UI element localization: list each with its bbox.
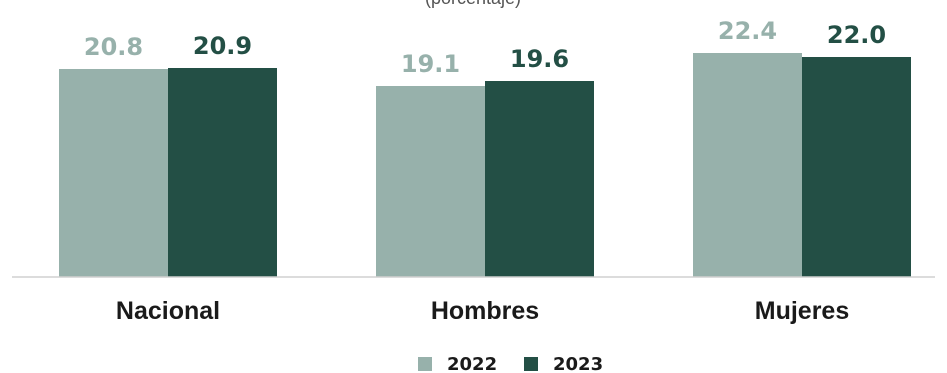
legend-label-2022: 2022: [447, 354, 497, 373]
bar-nacional-2023: [168, 68, 277, 277]
bar-hombres-2022: [376, 86, 485, 277]
category-label-nacional: Nacional: [116, 297, 220, 325]
bars-group: [59, 53, 911, 277]
legend-swatch-2023: [524, 357, 538, 371]
legend-swatch-2022: [418, 357, 432, 371]
value-labels-group: 20.8 20.9 19.1 19.6 22.4 22.0: [84, 17, 886, 78]
value-label-hombres-2022: 19.1: [401, 50, 460, 78]
value-label-hombres-2023: 19.6: [510, 45, 569, 73]
value-label-mujeres-2022: 22.4: [718, 17, 777, 45]
legend-label-2023: 2023: [553, 354, 603, 373]
category-label-mujeres: Mujeres: [755, 297, 849, 325]
value-label-nacional-2022: 20.8: [84, 33, 143, 61]
category-label-hombres: Hombres: [431, 297, 539, 325]
chart-subtitle: (porcentaje): [425, 0, 521, 8]
bar-nacional-2022: [59, 69, 168, 277]
bar-hombres-2023: [485, 81, 594, 277]
bar-mujeres-2023: [802, 57, 911, 277]
category-labels-group: Nacional Hombres Mujeres: [116, 297, 849, 325]
bar-mujeres-2022: [693, 53, 802, 277]
value-label-nacional-2023: 20.9: [193, 32, 252, 60]
value-label-mujeres-2023: 22.0: [827, 21, 886, 49]
legend: 2022 2023: [418, 354, 603, 373]
